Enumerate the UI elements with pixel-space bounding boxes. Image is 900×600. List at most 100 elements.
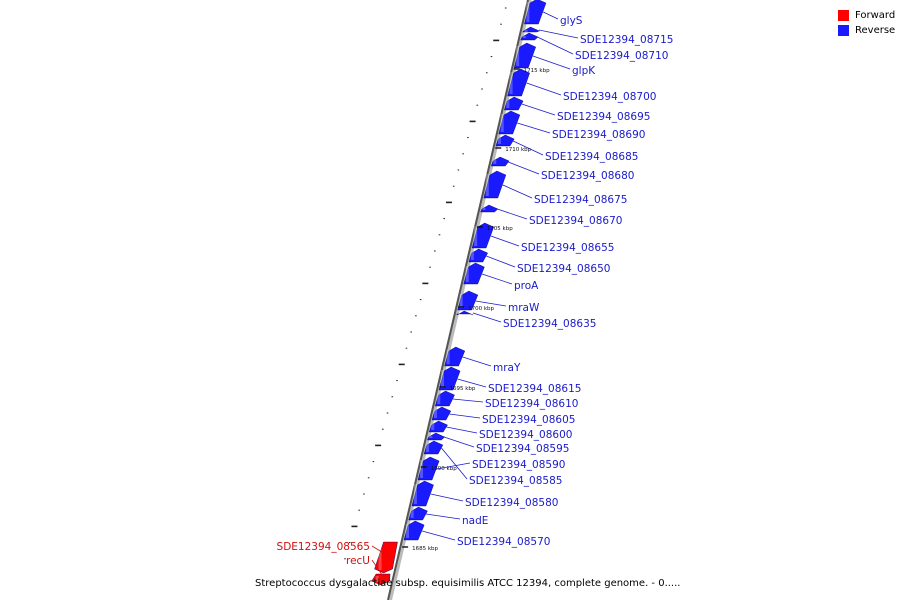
genome-backbone [387,0,532,600]
gene-label-SDE12394_08715: SDE12394_08715 [580,34,673,46]
gene-label-SDE12394_08610: SDE12394_08610 [485,398,578,410]
gene-block-glyS [524,0,547,25]
label-leader [517,122,551,134]
scale-label: 1710 kbp [505,147,531,153]
gene-label-SDE12394_08635: SDE12394_08635 [503,318,596,330]
gene-label-SDE12394_08670: SDE12394_08670 [529,215,622,227]
label-leader [543,11,559,20]
gene-highlight [485,174,489,196]
forward-swatch-icon [838,10,849,21]
gene-block-nadE [408,506,428,521]
reverse-swatch-icon [838,25,849,36]
legend-reverse: Reverse [838,23,895,38]
gene-block-SDE12394_08690 [498,110,521,135]
gene-block-SDE12394_08695 [504,96,524,111]
gene-highlight [420,460,423,478]
gene-highlight [406,524,409,538]
scale-label: 1700 kbp [468,306,494,312]
gene-label-mraW: mraW [508,302,540,314]
label-leader [532,55,571,70]
label-leader [537,36,574,55]
gene-highlight [375,576,379,582]
gene-label-SDE12394_08675: SDE12394_08675 [534,194,627,206]
gene-block-recU [371,573,391,586]
gene-highlight [465,266,469,282]
gene-highlight [474,226,478,246]
gene-label-SDE12394_08565: SDE12394_08565 [277,541,370,553]
strand-legend: Forward Reverse [838,8,895,38]
genome-caption: Streptococcus dysgalactiae subsp. equisi… [255,578,681,589]
scale-label: 1695 kbp [449,386,475,392]
label-leader [421,530,456,541]
gene-block-proA [463,262,485,285]
gene-highlight [441,370,444,388]
gene-label-SDE12394_08600: SDE12394_08600 [479,429,572,441]
gene-highlight [459,294,463,308]
gene-block-SDE12394_08615 [438,366,461,391]
gene-block-SDE12394_08685 [495,134,515,147]
gene-block-SDE12394_08670 [480,204,499,213]
gene-label-SDE12394_08590: SDE12394_08590 [472,459,565,471]
gene-block-SDE12394_08710 [520,32,539,41]
gene-label-SDE12394_08685: SDE12394_08685 [545,151,638,163]
gene-highlight [426,444,430,452]
gene-label-SDE12394_08655: SDE12394_08655 [521,242,614,254]
gene-highlight [410,510,414,518]
gene-label-glpK: glpK [572,65,596,77]
gene-label-SDE12394_08570: SDE12394_08570 [457,536,550,548]
gene-block-SDE12394_08600 [428,420,448,433]
legend-forward-label: Forward [855,10,896,21]
gene-block-mraY [444,346,466,367]
label-leader [452,398,484,403]
gene-label-SDE12394_08595: SDE12394_08595 [476,443,569,455]
gene-highlight [493,160,497,164]
label-leader [446,426,478,434]
gene-block-SDE12394_08595 [427,432,446,441]
gene-highlight [378,544,382,570]
gene-highlight [413,484,417,504]
gene-highlight [526,2,530,22]
gene-highlight [506,100,510,108]
label-leader [490,235,520,247]
gene-block-SDE12394_08580 [411,480,434,507]
label-leader [502,184,533,199]
gene-block-SDE12394_08605 [431,406,452,421]
gene-label-nadE: nadE [462,515,488,527]
gene-block-SDE12394_08635 [456,310,474,316]
scale-marks: 1715 kbp 1710 kbp 1705 kbp 1700 kbp 1695 kbp… [402,68,550,552]
gene-label-SDE12394_08650: SDE12394_08650 [517,263,610,275]
gene-block-SDE12394_08590 [417,456,440,481]
gene-block-SDE12394_08700 [507,68,530,97]
gene-label-SDE12394_08700: SDE12394_08700 [563,91,656,103]
gene-label-glyS: glyS [560,15,583,27]
gene-block-SDE12394_08565 [374,541,398,574]
gene-highlight [429,436,433,438]
gene-label-SDE12394_08580: SDE12394_08580 [465,497,558,509]
label-leader [457,378,487,388]
label-leader [430,493,464,502]
gene-features [371,0,547,586]
gene-highlight [470,252,474,260]
label-leader [475,300,507,307]
label-leader [538,29,579,39]
gene-highlight [434,410,437,418]
label-leader [426,513,461,520]
label-leader [371,559,386,580]
gene-highlight [482,208,486,210]
scale-label: 1685 kbp [412,546,438,552]
scale-label: 1690 kbp [431,466,457,472]
gene-block-SDE12394_08680 [490,156,510,167]
label-leader [486,255,516,268]
gene-label-SDE12394_08695: SDE12394_08695 [557,111,650,123]
gene-label-SDE12394_08615: SDE12394_08615 [488,383,581,395]
scale-label: 1705 kbp [487,226,513,232]
legend-forward: Forward [838,8,895,23]
gene-label-SDE12394_08585: SDE12394_08585 [469,475,562,487]
legend-reverse-label: Reverse [855,25,896,36]
label-leader [508,161,540,175]
gene-highlight [458,314,462,316]
label-leader [521,103,556,116]
gene-label-SDE12394_08680: SDE12394_08680 [541,170,634,182]
gene-block-glpK [513,42,536,69]
gene-block-SDE12394_08610 [434,390,455,407]
